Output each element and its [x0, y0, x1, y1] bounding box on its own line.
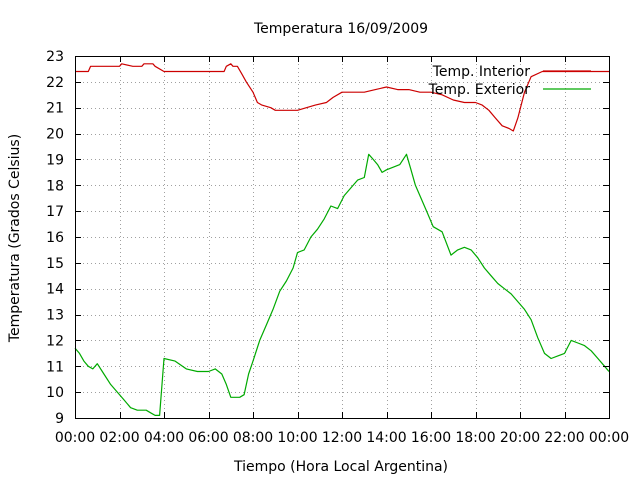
y-tick-label: 13 — [46, 308, 64, 324]
x-tick-label: 16:00 — [411, 430, 451, 446]
y-tick-label: 17 — [46, 204, 64, 220]
x-tick-label: 06:00 — [188, 430, 228, 446]
x-tick-label: 18:00 — [455, 430, 495, 446]
x-axis-title: Tiempo (Hora Local Argentina) — [233, 459, 448, 475]
x-tick-label: 08:00 — [233, 430, 273, 446]
x-tick-label: 20:00 — [500, 430, 540, 446]
y-tick-label: 15 — [46, 256, 64, 272]
x-tick-label: 10:00 — [277, 430, 317, 446]
grid — [75, 56, 609, 418]
series-lines — [74, 63, 610, 416]
chart-title: Temperatura 16/09/2009 — [253, 21, 428, 37]
y-tick-label: 11 — [46, 359, 64, 375]
y-tick-label: 19 — [46, 152, 64, 168]
x-tick-label: 22:00 — [544, 430, 584, 446]
y-tick-label: 22 — [46, 75, 64, 91]
y-tick-label: 23 — [46, 49, 64, 65]
y-tick-label: 21 — [46, 101, 64, 117]
x-tick-label: 00:00 — [55, 430, 95, 446]
y-axis-title: Temperatura (Grados Celsius) — [7, 134, 23, 343]
y-tick-label: 12 — [46, 333, 64, 349]
series-line-temp-interior — [75, 63, 609, 132]
x-tick-label: 12:00 — [322, 430, 362, 446]
legend: Temp. Interior Temp. Exterior — [428, 64, 591, 98]
y-tick-label: 20 — [46, 127, 64, 143]
y-tick-label: 18 — [46, 178, 64, 194]
y-tick-label: 9 — [55, 411, 64, 427]
x-tick-label: 14:00 — [366, 430, 406, 446]
axis-ticks: 00:00 02:00 04:00 06:00 08:00 10:00 12:00 14:00… — [46, 49, 629, 446]
y-tick-label: 16 — [46, 230, 64, 246]
x-tick-label: 00:00 — [589, 430, 629, 446]
y-tick-label: 10 — [46, 385, 64, 401]
series-line-temp-exterior — [74, 153, 610, 416]
x-tick-label: 02:00 — [99, 430, 139, 446]
x-tick-label: 04:00 — [144, 430, 184, 446]
y-tick-label: 14 — [46, 282, 64, 298]
legend-label-temp-interior: Temp. Interior — [432, 64, 531, 80]
legend-label-temp-exterior: Temp. Exterior — [428, 82, 531, 98]
